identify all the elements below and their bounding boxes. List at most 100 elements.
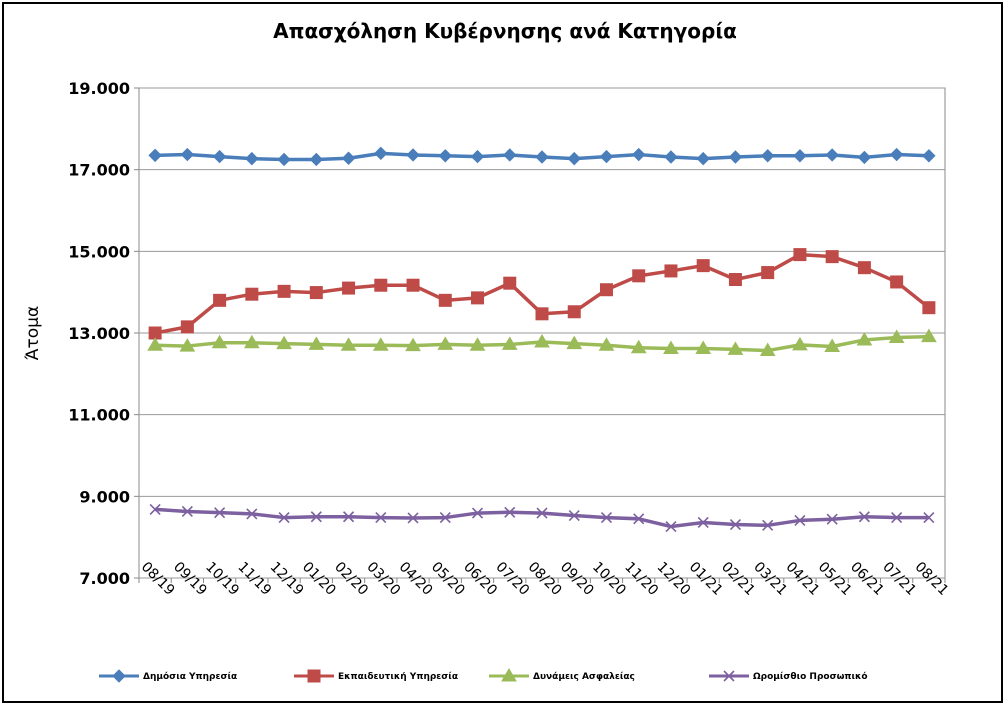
legend-marker [723, 670, 735, 682]
data-point [148, 326, 162, 340]
data-point [309, 152, 324, 167]
data-point [471, 507, 484, 519]
data-point [534, 333, 550, 348]
data-point [696, 151, 710, 166]
data-point [793, 248, 807, 262]
data-point [536, 507, 548, 519]
series-group [149, 503, 935, 533]
data-point [891, 512, 903, 524]
data-point [761, 266, 775, 280]
data-point [214, 507, 226, 519]
data-point [890, 275, 904, 289]
data-point [180, 147, 195, 162]
series-group [148, 146, 936, 167]
data-point [664, 264, 678, 278]
data-point [664, 150, 678, 164]
data-point [181, 505, 193, 518]
data-point [503, 148, 517, 162]
data-point [663, 340, 679, 355]
data-point [342, 511, 355, 523]
data-point [407, 512, 419, 524]
data-point [341, 151, 356, 165]
data-point [857, 261, 871, 275]
legend-label: Ωρομίσθιο Προσωπικό [753, 671, 868, 682]
legend-label: Δυνάμεις Ασφαλείας [533, 671, 635, 682]
data-point [858, 511, 870, 523]
legend-marker [501, 668, 517, 682]
data-point [276, 335, 292, 350]
y-tick-label: 7.000 [79, 569, 130, 588]
plot-area: 7.000 9.000 11.000 13.000 15.000 17.000 19.000… [68, 79, 951, 599]
data-point [535, 307, 549, 321]
data-point [825, 250, 839, 264]
data-point [856, 331, 873, 346]
data-point [503, 276, 517, 290]
data-point [762, 519, 774, 531]
data-point [340, 337, 357, 351]
data-point [696, 259, 710, 273]
data-point [728, 150, 743, 164]
data-point [148, 148, 162, 163]
data-point [794, 514, 806, 526]
y-tick-label: 11.000 [68, 406, 130, 425]
legend: Δημόσια Υπηρεσία Εκπαιδευτική Υπηρεσία Δυν… [99, 668, 868, 683]
data-point [504, 506, 516, 518]
data-point [179, 338, 196, 352]
data-point [245, 287, 259, 301]
data-point [375, 512, 387, 524]
data-point [437, 336, 454, 350]
data-point [921, 328, 937, 343]
legend-label: Εκπαιδευτική Υπηρεσία [338, 671, 458, 682]
data-point [697, 516, 709, 529]
data-point [630, 339, 647, 354]
data-point [633, 513, 645, 525]
data-point [824, 338, 841, 352]
data-point [567, 305, 581, 319]
data-point [922, 301, 936, 315]
y-tick-label: 9.000 [79, 487, 130, 506]
data-point [889, 147, 904, 162]
y-tick-label: 15.000 [68, 242, 130, 261]
data-point [278, 512, 290, 524]
y-axis-label: Άτομα [23, 306, 43, 360]
y-tick-label: 13.000 [68, 324, 130, 343]
data-point [470, 149, 485, 164]
data-point [310, 511, 322, 523]
data-point [149, 503, 161, 515]
data-point [212, 149, 227, 164]
data-point [211, 334, 228, 349]
data-point [405, 337, 421, 352]
data-point [568, 509, 580, 522]
legend-marker [112, 669, 126, 683]
data-point [406, 278, 420, 292]
series-group [148, 248, 936, 340]
data-point [825, 148, 839, 162]
data-point [246, 508, 258, 520]
data-point [729, 518, 742, 531]
data-point [793, 149, 807, 163]
y-tick-label: 17.000 [68, 161, 130, 180]
data-point [857, 150, 872, 165]
data-point [600, 512, 613, 524]
legend-label: Δημόσια Υπηρεσία [143, 671, 237, 682]
data-point [728, 273, 742, 287]
data-point [598, 337, 615, 351]
data-point [372, 337, 389, 351]
line-chart: Απασχόληση Κυβέρνησης ανά Κατηγορία Άτομ… [23, 19, 951, 683]
data-point [632, 269, 646, 283]
data-point [760, 149, 775, 163]
data-point [566, 335, 583, 350]
data-point [922, 149, 936, 163]
y-tick-label: 19.000 [68, 79, 130, 98]
data-point [277, 152, 291, 167]
data-point [308, 336, 325, 350]
data-point [374, 146, 388, 161]
data-point [374, 278, 388, 292]
data-point [245, 151, 259, 166]
data-point [277, 284, 291, 298]
data-point [180, 320, 194, 334]
data-point [471, 291, 485, 305]
data-point [727, 341, 744, 355]
data-point [923, 512, 935, 524]
